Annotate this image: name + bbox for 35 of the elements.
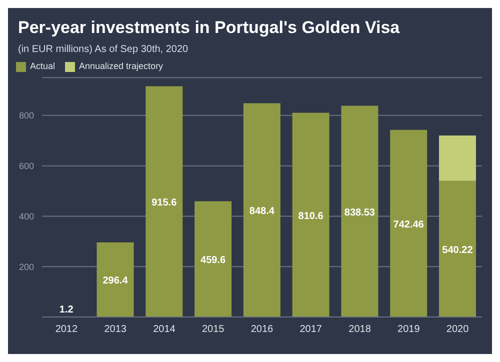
data-label: 459.6: [200, 255, 226, 266]
bar: [96, 242, 134, 317]
y-tick-label: 600: [18, 161, 34, 172]
bar: [292, 112, 330, 317]
x-tick-label: 2018: [348, 324, 372, 336]
bar: [438, 136, 476, 181]
y-tick-label: 800: [18, 110, 34, 121]
bar: [438, 180, 476, 317]
legend-label: Annualized trajectory: [79, 61, 164, 71]
bar: [194, 201, 232, 317]
x-tick-label: 2016: [250, 324, 274, 336]
y-tick-label: 200: [18, 262, 34, 272]
data-label: 742.46: [393, 219, 424, 230]
data-label: 296.4: [102, 276, 128, 287]
data-label: 915.6: [152, 198, 178, 209]
bar: [243, 103, 280, 317]
data-label: 848.4: [249, 206, 275, 218]
data-label: 540.22: [442, 244, 474, 256]
x-tick-label: 2013: [104, 324, 127, 336]
bar: [390, 130, 428, 317]
x-tick-label: 2017: [300, 324, 322, 336]
x-tick-label: 2012: [55, 324, 78, 336]
data-label: 1.2: [59, 304, 74, 316]
data-label: 838.53: [344, 207, 376, 218]
x-tick-label: 2019: [398, 324, 420, 336]
legend-label: Actual: [30, 61, 56, 71]
x-tick-label: 2015: [202, 324, 225, 336]
bar: [146, 86, 183, 317]
data-label: 810.6: [298, 210, 324, 222]
chart-subtitle: (in EUR millions) As of Sep 30th, 2020: [18, 44, 190, 55]
chart-title: Per-year investments in Portugal's Golden Visa: [18, 18, 401, 38]
y-tick-label: 400: [18, 211, 34, 222]
x-tick-label: 2014: [153, 324, 176, 336]
x-tick-label: 2020: [446, 324, 470, 336]
bar: [341, 106, 378, 317]
